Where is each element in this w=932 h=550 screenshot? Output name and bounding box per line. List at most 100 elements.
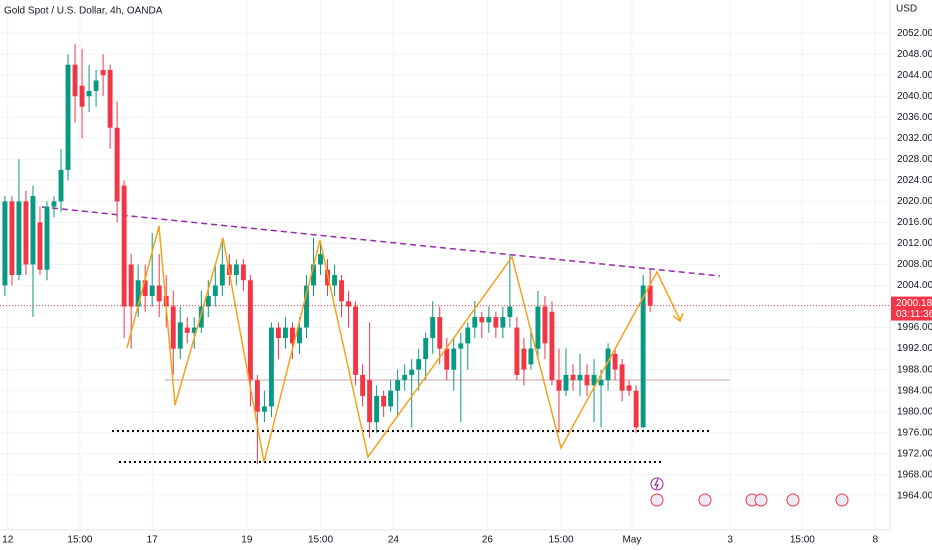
candle-body	[107, 69, 113, 128]
candle-body	[149, 285, 155, 297]
y-tick-label: 1968.000	[897, 469, 932, 480]
candle-body	[51, 201, 57, 207]
candle-body	[409, 369, 415, 375]
candle-body	[507, 306, 513, 318]
chart-title: Gold Spot / U.S. Dollar, 4h, OANDA	[4, 6, 163, 17]
x-tick-label: 24	[388, 535, 400, 546]
candles	[2, 43, 653, 465]
y-tick-label: 2048.000	[897, 49, 932, 60]
event-flag[interactable]	[786, 493, 800, 507]
y-tick-label: 2012.000	[897, 238, 932, 249]
countdown-label: 03:11:36	[896, 309, 932, 320]
candle-body	[640, 285, 646, 428]
candle-body	[170, 306, 176, 349]
y-tick-label: 1972.000	[897, 448, 932, 459]
event-icon[interactable]	[650, 477, 664, 491]
y-tick-label: 1988.000	[897, 364, 932, 375]
candle-body	[233, 264, 239, 275]
x-tick-label: 19	[241, 535, 253, 546]
candle-body	[430, 317, 436, 339]
events	[650, 477, 849, 507]
candle-body	[128, 264, 134, 307]
last-price-label: 2000.185	[896, 298, 932, 309]
x-tick-label: 15:00	[790, 535, 815, 546]
y-tick-label: 2044.000	[897, 70, 932, 81]
candle-body	[332, 274, 337, 286]
candle-body	[156, 285, 162, 302]
event-flag[interactable]	[754, 493, 768, 507]
candle-body	[598, 380, 604, 386]
candle-body	[37, 222, 43, 270]
candle-body	[381, 395, 387, 407]
x-tick-label: May	[622, 535, 641, 546]
candle-body	[493, 317, 499, 328]
y-tick-label: 1992.000	[897, 343, 932, 354]
candle-body	[402, 374, 408, 381]
candle-body	[86, 90, 92, 97]
event-icon-bolt	[654, 478, 659, 490]
arrow-head	[672, 312, 684, 323]
candle-body	[542, 306, 548, 344]
y-tick-label: 2024.000	[897, 175, 932, 186]
y-tick-label: 2052.000	[897, 28, 932, 39]
candle-body	[58, 169, 64, 202]
event-flag[interactable]	[650, 493, 664, 507]
x-tick-label: 15:00	[308, 535, 333, 546]
candle-body	[528, 348, 534, 365]
candle-body	[65, 64, 71, 170]
candle-body	[374, 395, 380, 423]
y-tick-label: 2032.000	[897, 133, 932, 144]
candle-body	[437, 317, 443, 349]
candle-body	[177, 322, 183, 349]
y-tick-label: 2036.000	[897, 112, 932, 123]
y-tick-label: 1976.000	[897, 427, 932, 438]
candle-body	[282, 327, 288, 339]
x-tick-label: 26	[482, 535, 494, 546]
candle-body	[521, 348, 527, 370]
candle-body	[135, 280, 141, 307]
candle-body	[142, 280, 148, 297]
y-tick-label: 1996.000	[897, 322, 932, 333]
trend-line	[41, 206, 721, 277]
candle-body	[205, 296, 211, 307]
candle-body	[458, 343, 464, 349]
candle-body	[388, 390, 394, 407]
candle-body	[479, 317, 485, 323]
y-tick-label: 1984.000	[897, 385, 932, 396]
candle-body	[535, 306, 541, 349]
candle-body	[318, 253, 323, 265]
y-tick-label: 1980.000	[897, 406, 932, 417]
candle-body	[100, 69, 106, 76]
x-tick-label: 15:00	[549, 535, 574, 546]
candle-body	[254, 380, 260, 412]
candle-body	[44, 206, 50, 270]
candle-body	[93, 80, 99, 91]
candle-body	[549, 311, 555, 381]
event-flag[interactable]	[698, 493, 712, 507]
x-tick-label: 3	[727, 535, 733, 546]
x-tick-label: 17	[147, 535, 159, 546]
y-tick-label: 2004.000	[897, 280, 932, 291]
candle-body	[23, 201, 29, 265]
y-tick-label: 2008.000	[897, 259, 932, 270]
candle-body	[311, 264, 316, 286]
candle-body	[16, 201, 22, 275]
candle-body	[360, 374, 366, 396]
x-tick-label: 8	[872, 535, 878, 546]
candle-body	[367, 380, 373, 423]
currency-label: USD	[896, 4, 917, 15]
candle-body	[9, 201, 15, 275]
candle-body	[114, 127, 120, 202]
candle-body	[395, 380, 401, 391]
candle-body	[451, 348, 457, 370]
candle-body	[268, 327, 274, 407]
candle-body	[247, 280, 253, 381]
candle-body	[423, 338, 429, 360]
y-tick-label: 2028.000	[897, 154, 932, 165]
candle-body	[486, 317, 492, 323]
event-flag[interactable]	[835, 493, 849, 507]
candle-body	[416, 359, 422, 370]
candle-body	[339, 280, 345, 302]
y-tick-label: 2040.000	[897, 91, 932, 102]
